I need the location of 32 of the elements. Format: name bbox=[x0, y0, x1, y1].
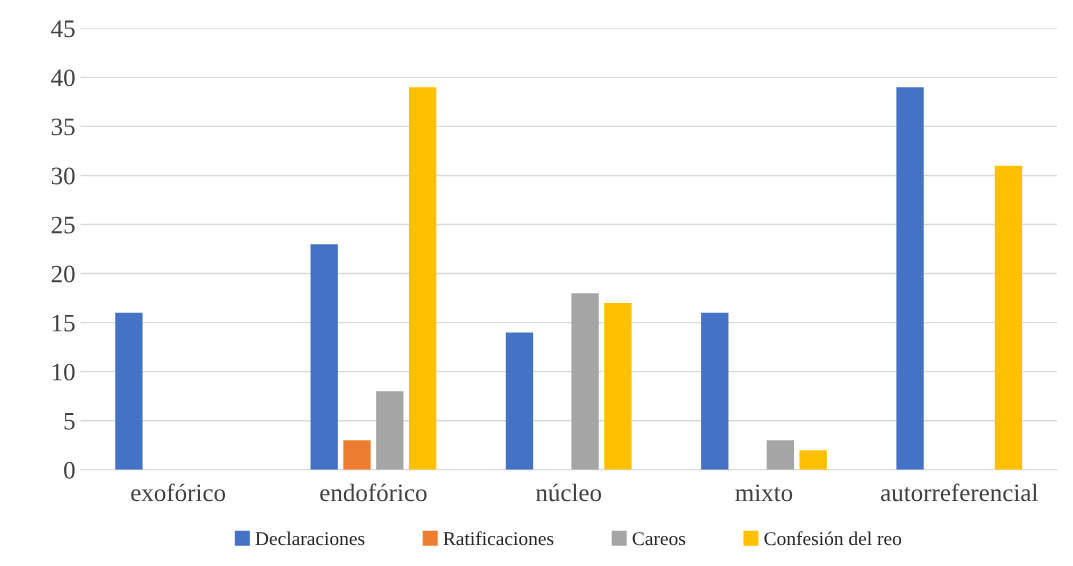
legend-label: Confesión del reo bbox=[764, 531, 902, 546]
bar bbox=[799, 450, 827, 470]
bar bbox=[505, 332, 534, 470]
y-tick-label: 10 bbox=[52, 363, 75, 381]
x-tick-label: mixto bbox=[735, 484, 793, 502]
legend-label: Declaraciones bbox=[255, 531, 365, 546]
y-tick-label: 5 bbox=[64, 413, 75, 430]
bar bbox=[766, 440, 795, 470]
bar bbox=[571, 293, 599, 470]
bar bbox=[701, 312, 729, 470]
y-tick-label: 25 bbox=[51, 216, 75, 234]
y-tick-label: 0 bbox=[64, 461, 75, 479]
y-tick-label: 15 bbox=[52, 314, 75, 332]
bar bbox=[604, 303, 632, 470]
x-tick-label: núcleo bbox=[535, 483, 602, 502]
bar bbox=[343, 440, 371, 470]
y-tick-label: 45 bbox=[51, 20, 75, 38]
x-tick-label: autorreferencial bbox=[881, 483, 1038, 502]
bar bbox=[310, 244, 338, 470]
bar bbox=[896, 87, 924, 470]
bar bbox=[994, 165, 1023, 470]
y-tick-label: 20 bbox=[51, 265, 75, 283]
legend-label: Careos bbox=[632, 532, 686, 546]
legend-label: Ratificaciones bbox=[443, 531, 554, 546]
x-tick-label: endofórico bbox=[320, 483, 427, 502]
bar bbox=[115, 312, 143, 470]
y-tick-label: 40 bbox=[51, 69, 75, 87]
y-tick-label: 35 bbox=[51, 118, 75, 136]
y-tick-label: 30 bbox=[51, 167, 75, 185]
x-tick-label: exofórico bbox=[131, 483, 226, 502]
bar bbox=[376, 391, 404, 470]
bar bbox=[408, 87, 437, 470]
